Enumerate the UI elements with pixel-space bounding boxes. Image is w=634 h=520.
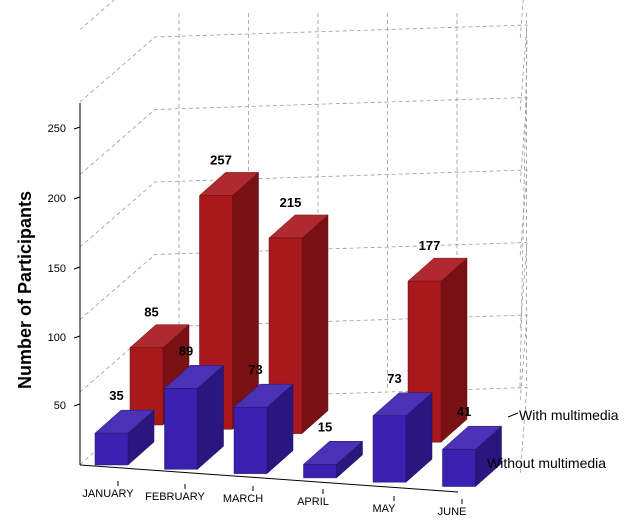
data-labels: 85 257 215 177 35 89 73 15 73 41 <box>109 152 471 434</box>
y-tick-mark <box>73 403 81 407</box>
gridline <box>79 242 528 331</box>
y-tick-label: 100 <box>48 332 66 344</box>
data-label-with-january: 85 <box>144 305 158 320</box>
x-axis-labels: JANUARY FEBRUARY MARCH APRIL MAY JUNE <box>82 481 466 518</box>
bar-without-multimedia-june <box>441 425 503 488</box>
x-tick-label-february: FEBRUARY <box>145 491 205 503</box>
bar-with-multimedia-march <box>268 214 329 435</box>
x-tick-label-june: JUNE <box>438 506 467 518</box>
bar-without-multimedia-february <box>163 364 225 470</box>
data-label-without-june: 41 <box>457 404 471 419</box>
bar-without-multimedia-january <box>94 409 155 466</box>
gridline <box>79 314 528 404</box>
legend-with-multimedia: With multimedia <box>519 407 619 423</box>
y-tick-label: 50 <box>54 400 66 412</box>
data-label-with-may: 177 <box>419 238 441 253</box>
gridline <box>79 169 528 259</box>
legend-tick-with <box>507 412 519 418</box>
series-with-multimedia <box>129 171 468 443</box>
data-label-without-april: 15 <box>318 419 332 434</box>
gridline <box>79 0 524 41</box>
data-label-without-may: 73 <box>387 371 401 386</box>
data-label-without-january: 35 <box>109 388 123 403</box>
data-label-with-march: 215 <box>280 195 302 210</box>
gridline <box>519 39 528 388</box>
gridline <box>79 97 528 186</box>
bar-with-multimedia-february <box>198 171 260 430</box>
y-tick-label: 250 <box>48 123 66 135</box>
x-tick-label-january: JANUARY <box>82 488 134 500</box>
y-tick-mark <box>73 196 81 200</box>
y-axis-title: Number of Participants <box>15 191 35 389</box>
y-tick-label: 200 <box>48 193 66 205</box>
series-without-multimedia <box>94 364 503 488</box>
x-axis-line <box>79 464 459 493</box>
y-tick-label: 150 <box>48 263 66 275</box>
x-tick-label-april: APRIL <box>297 496 329 508</box>
data-label-with-february: 257 <box>210 152 232 167</box>
gridline <box>79 24 528 114</box>
data-label-without-march: 73 <box>248 362 262 377</box>
bar-without-multimedia-march <box>233 383 294 475</box>
x-tick-label-may: MAY <box>372 503 396 515</box>
y-axis: 50 100 150 200 250 <box>48 103 459 493</box>
y-tick-mark <box>73 126 81 130</box>
x-tick-label-march: MARCH <box>223 493 263 505</box>
bar-without-multimedia-may <box>372 392 433 483</box>
legend: With multimedia Without multimedia <box>487 407 619 471</box>
y-tick-mark <box>73 266 81 270</box>
data-label-without-february: 89 <box>179 343 193 358</box>
y-tick-mark <box>73 335 81 339</box>
legend-without-multimedia: Without multimedia <box>487 455 606 471</box>
bar-without-multimedia-april <box>302 440 364 479</box>
